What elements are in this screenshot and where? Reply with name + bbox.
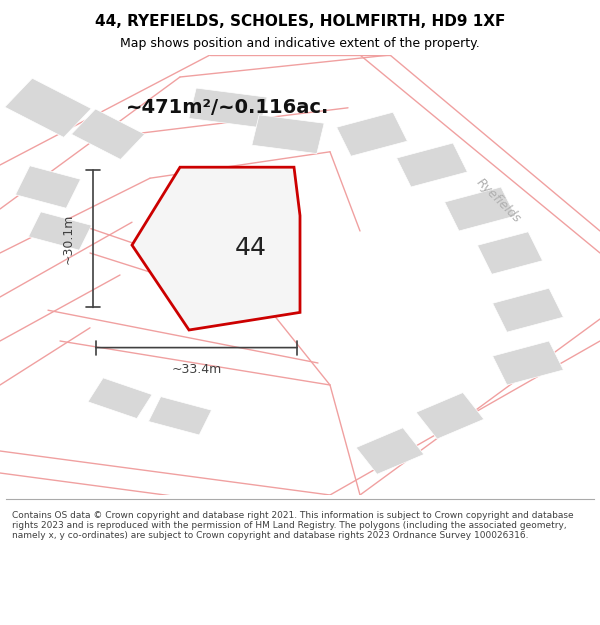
Polygon shape — [445, 187, 515, 231]
Polygon shape — [28, 212, 92, 250]
Polygon shape — [252, 115, 324, 154]
Text: ~471m²/~0.116ac.: ~471m²/~0.116ac. — [127, 98, 329, 118]
Text: Map shows position and indicative extent of the property.: Map shows position and indicative extent… — [120, 38, 480, 51]
Text: Ryefields: Ryefields — [473, 176, 523, 225]
Polygon shape — [478, 232, 542, 274]
Polygon shape — [148, 397, 212, 435]
Polygon shape — [71, 109, 145, 159]
Polygon shape — [493, 288, 563, 332]
Text: ~30.1m: ~30.1m — [62, 214, 75, 264]
Polygon shape — [337, 112, 407, 156]
Polygon shape — [5, 78, 91, 138]
Text: 44, RYEFIELDS, SCHOLES, HOLMFIRTH, HD9 1XF: 44, RYEFIELDS, SCHOLES, HOLMFIRTH, HD9 1… — [95, 14, 505, 29]
Polygon shape — [189, 88, 267, 127]
Polygon shape — [397, 143, 467, 187]
Polygon shape — [16, 166, 80, 208]
Polygon shape — [132, 168, 300, 330]
Polygon shape — [356, 428, 424, 474]
Polygon shape — [188, 201, 256, 243]
Polygon shape — [88, 378, 152, 419]
Text: ~33.4m: ~33.4m — [172, 363, 221, 376]
Polygon shape — [416, 392, 484, 439]
Text: Contains OS data © Crown copyright and database right 2021. This information is : Contains OS data © Crown copyright and d… — [12, 511, 574, 541]
Text: 44: 44 — [235, 236, 266, 261]
Polygon shape — [493, 341, 563, 385]
